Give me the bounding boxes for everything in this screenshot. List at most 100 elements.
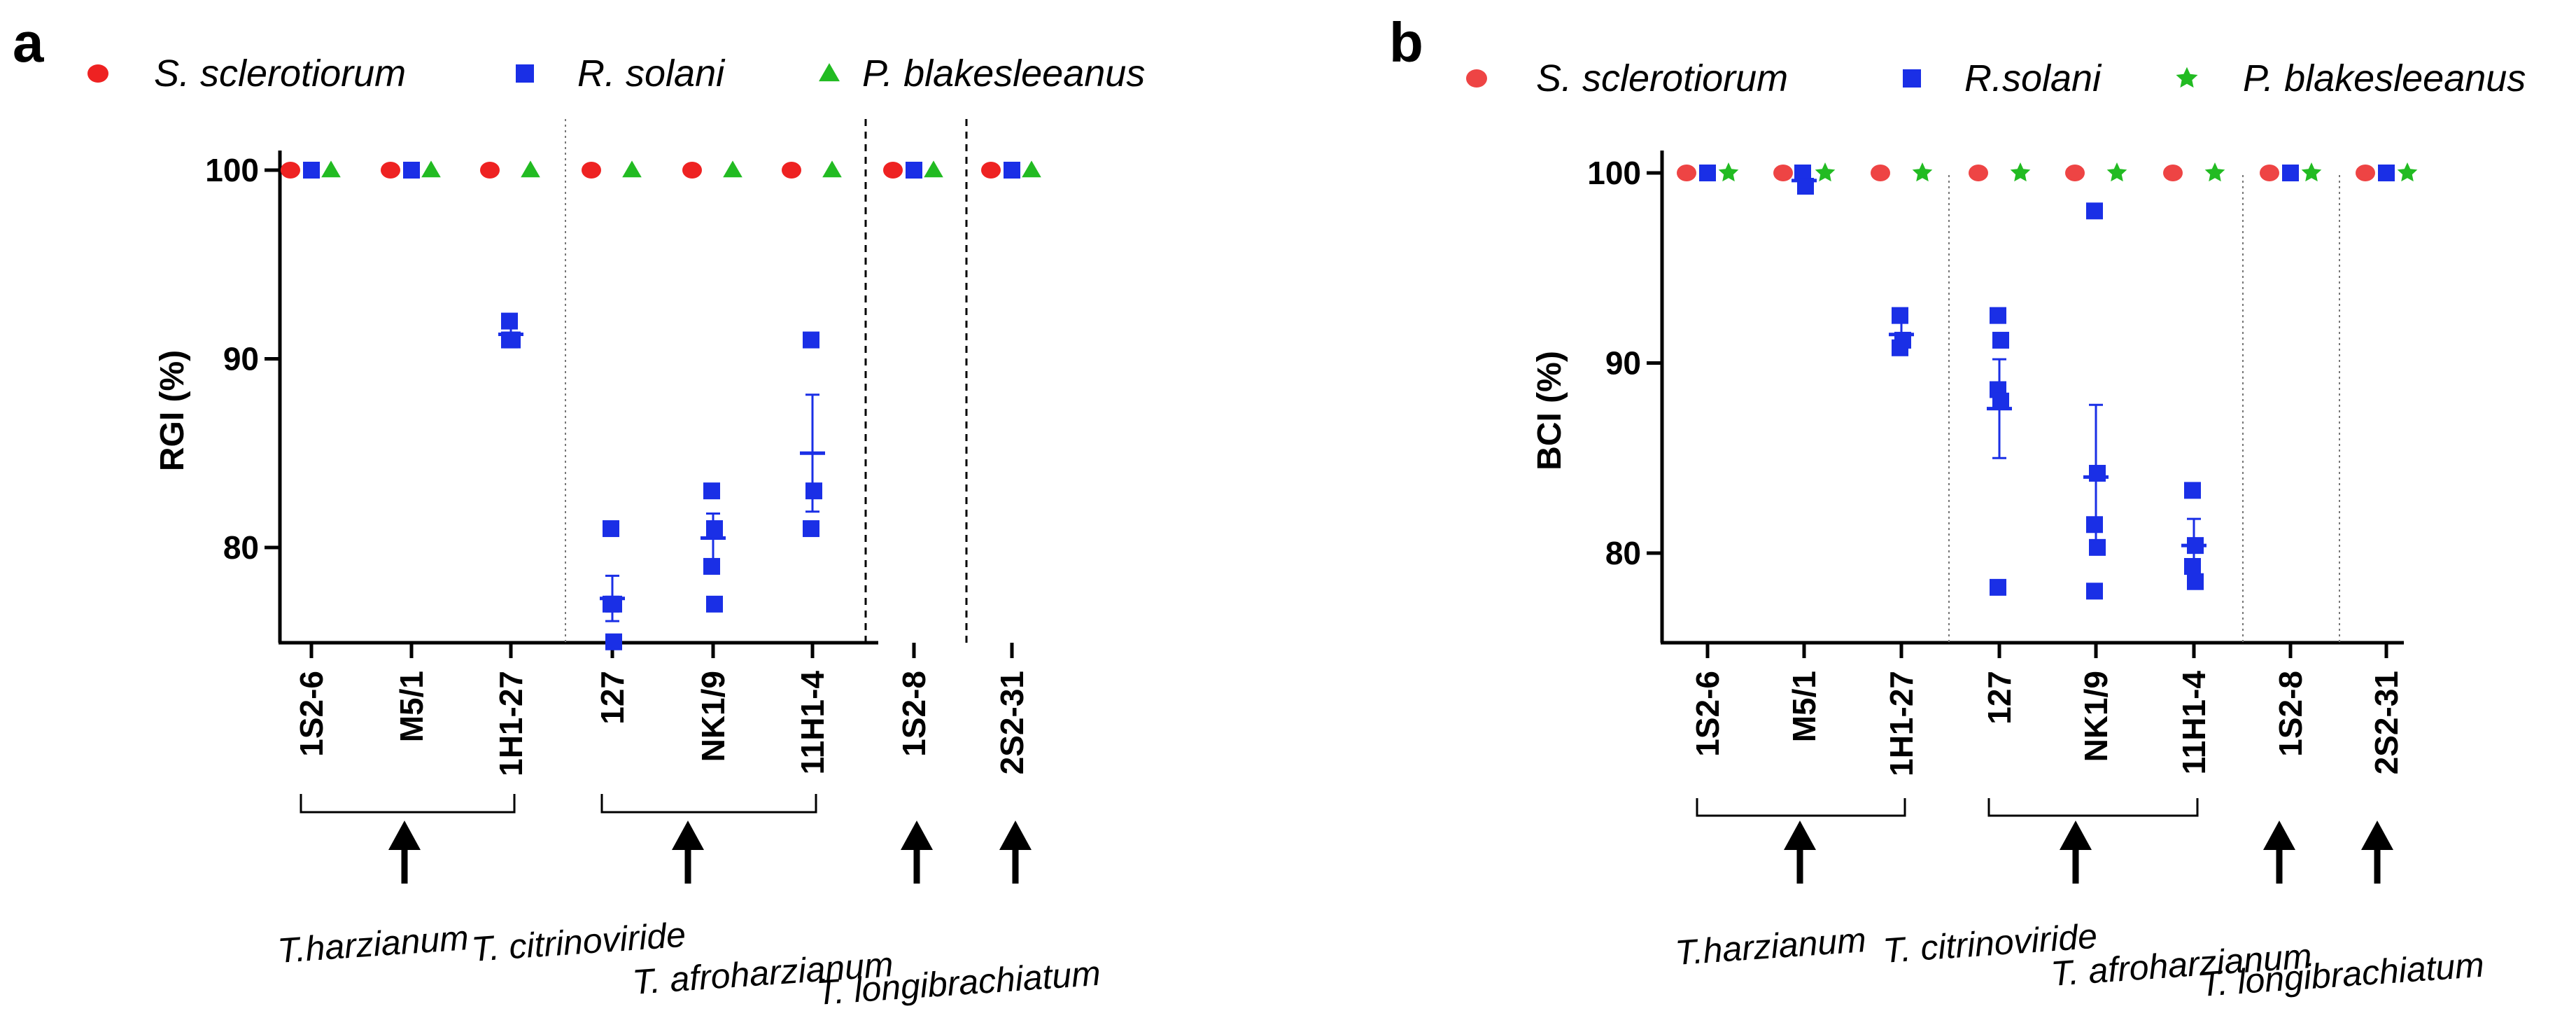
species-group-label: T.harzianum — [1674, 920, 1868, 972]
data-point — [2065, 165, 2085, 181]
data-point — [303, 162, 320, 179]
data-point — [1992, 331, 2009, 349]
x-tick-label: 1S2-6 — [293, 671, 330, 757]
data-point — [1969, 165, 1988, 181]
data-point — [1892, 307, 1908, 324]
legend-marker-square — [1903, 69, 1921, 88]
data-point — [703, 482, 720, 500]
data-point — [2010, 162, 2031, 182]
x-tick-label: M5/1 — [393, 671, 430, 742]
y-tick-label: 80 — [1605, 535, 1641, 571]
data-point — [2282, 165, 2299, 181]
y-tick-label: 90 — [1605, 345, 1641, 382]
x-tick-label: 11H1-4 — [2176, 671, 2212, 775]
data-point — [782, 162, 801, 179]
legend-label: R. solani — [577, 53, 726, 95]
legend-marker-star — [2176, 67, 2198, 88]
data-point — [2397, 162, 2418, 182]
data-point — [501, 331, 518, 349]
data-point — [822, 160, 842, 178]
data-point — [603, 595, 619, 613]
x-tick-label: 127 — [1981, 671, 2018, 725]
up-arrow-head — [2263, 821, 2295, 850]
data-point — [1797, 178, 1814, 195]
data-point — [2184, 482, 2201, 499]
data-point — [803, 520, 819, 538]
data-point — [2086, 516, 2103, 534]
data-point — [403, 162, 420, 179]
legend-label: S. sclerotiorum — [154, 53, 406, 95]
data-point — [1699, 165, 1716, 181]
data-point — [1912, 162, 1933, 182]
data-point — [2356, 165, 2375, 181]
data-point — [622, 160, 642, 178]
data-point — [883, 162, 903, 179]
data-point — [1004, 162, 1020, 179]
x-tick-label: 1S2-8 — [2272, 671, 2309, 757]
legend-marker-circle — [1466, 69, 1487, 88]
data-point — [1022, 160, 1041, 178]
data-point — [2106, 162, 2127, 182]
panel-letter-a: a — [13, 11, 44, 74]
data-point — [501, 312, 518, 330]
legend-label: P. blakesleeanus — [2243, 57, 2526, 99]
data-point — [605, 633, 622, 650]
x-tick-label: 127 — [594, 671, 631, 725]
x-tick-label: 11H1-4 — [794, 671, 831, 775]
x-tick-label: 2S2-31 — [2368, 671, 2405, 774]
group-bracket — [300, 794, 516, 814]
data-point — [1992, 392, 2009, 410]
data-point — [803, 331, 819, 349]
data-point — [723, 160, 742, 178]
y-axis-title: BCI (%) — [1531, 351, 1568, 470]
data-point — [2378, 165, 2395, 181]
data-point — [1871, 165, 1890, 181]
data-point — [2301, 162, 2322, 182]
data-point — [2187, 573, 2204, 590]
data-point — [981, 162, 1001, 179]
data-point — [2204, 162, 2225, 182]
x-tick-label: NK1/9 — [2078, 671, 2114, 762]
data-point — [706, 520, 723, 538]
panel-letter-b: b — [1389, 11, 1423, 74]
data-point — [421, 160, 441, 178]
legend-label: S. sclerotiorum — [1536, 57, 1788, 99]
y-tick-label: 80 — [223, 529, 259, 566]
data-point — [281, 162, 300, 179]
data-point — [1773, 165, 1793, 181]
x-tick-label: M5/1 — [1786, 671, 1822, 742]
data-point — [2260, 165, 2279, 181]
legend-marker-circle — [87, 64, 108, 83]
panel-a: a S. sclerotiorum R. solani P. blakesleean… — [13, 11, 1145, 1012]
x-tick-label: 1S2-6 — [1689, 671, 1726, 757]
group-bracket — [1987, 798, 2199, 817]
group-bracket — [1696, 798, 1906, 817]
legend-label: R.solani — [1964, 57, 2102, 99]
x-tick-label: NK1/9 — [695, 671, 731, 762]
data-point — [906, 162, 922, 179]
y-axis-title: RGI (%) — [154, 350, 191, 471]
data-point — [682, 162, 702, 179]
up-arrow-head — [2060, 821, 2092, 850]
data-point — [321, 160, 341, 178]
data-point — [706, 595, 723, 613]
group-bracket — [600, 794, 817, 814]
data-point — [1677, 165, 1696, 181]
data-point — [1990, 578, 2006, 596]
up-arrow-head — [1784, 821, 1816, 850]
x-tick-label: 1H1-27 — [493, 671, 529, 776]
data-point — [603, 520, 619, 538]
up-arrow-head — [901, 821, 933, 850]
y-tick-label: 100 — [1587, 155, 1641, 191]
data-point — [2187, 537, 2204, 555]
x-tick-label: 1S2-8 — [896, 671, 932, 757]
data-point — [2086, 202, 2103, 220]
up-arrow-head — [388, 821, 421, 850]
data-point — [1990, 307, 2006, 324]
up-arrow-head — [2361, 821, 2393, 850]
y-tick-label: 100 — [205, 152, 259, 188]
data-point — [521, 160, 540, 178]
data-point — [924, 160, 943, 178]
data-point — [1892, 339, 1908, 356]
